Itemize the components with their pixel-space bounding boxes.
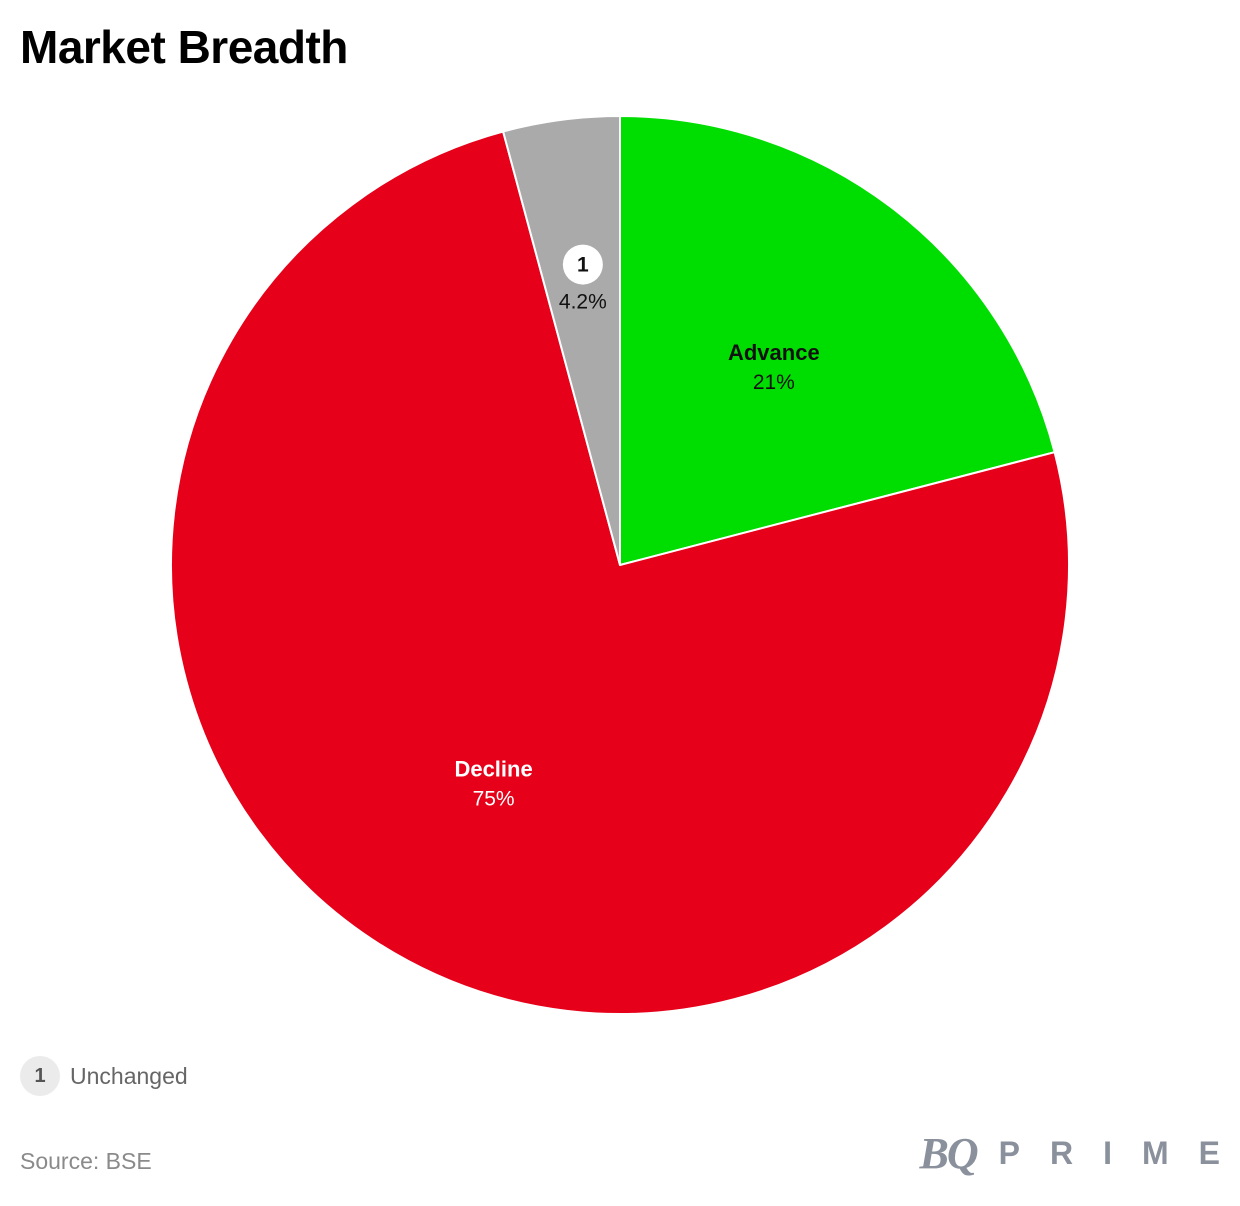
footnote-marker: 1 <box>20 1056 60 1096</box>
footnote-text: Unchanged <box>70 1062 188 1089</box>
footnote: 1 Unchanged <box>20 1056 188 1096</box>
brand-logo: BQ PRIME <box>920 1128 1220 1178</box>
slice-marker-label: 1 <box>577 254 589 277</box>
slice-name-label-advance: Advance <box>728 340 820 365</box>
slice-value-label-decline: 75% <box>473 787 515 810</box>
slice-name-label-decline: Decline <box>454 756 532 781</box>
source-note: Source: BSE <box>20 1148 152 1174</box>
logo-prime: PRIME <box>998 1134 1240 1171</box>
pie-slice-decline <box>170 130 1070 1015</box>
pie-slice-advance <box>619 115 1056 566</box>
pie-slice-unchanged <box>502 115 621 566</box>
slice-value-label-unchanged: 4.2% <box>559 291 607 314</box>
slice-value-label-advance: 21% <box>753 371 795 394</box>
chart-title: Market Breadth <box>20 21 348 73</box>
slice-marker-badge <box>562 244 603 285</box>
logo-bq: BQ <box>919 1128 979 1178</box>
